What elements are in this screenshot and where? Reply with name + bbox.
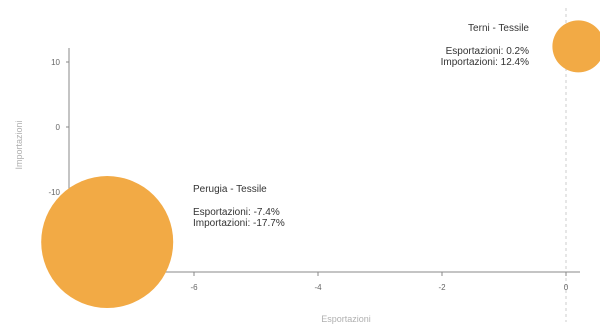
bubble-terni-tessile[interactable] [552, 20, 600, 73]
x-tick-label: -2 [438, 283, 446, 292]
y-axis-ticks: 10 0 -10 [48, 58, 69, 197]
x-axis-title: Esportazioni [321, 314, 371, 324]
y-tick-label: -10 [48, 188, 60, 197]
annotation-line: Importazioni: -17.7% [193, 218, 285, 229]
annotation-line: Importazioni: 12.4% [441, 57, 529, 68]
x-tick-label: -6 [190, 283, 198, 292]
annotation-title: Terni - Tessile [468, 23, 529, 34]
bubble-annotation: Terni - Tessile Esportazioni: 0.2%Importa… [441, 23, 530, 68]
y-axis-title: Importazioni [14, 120, 24, 169]
bubble-perugia-tessile[interactable] [41, 176, 174, 309]
annotation-line: Esportazioni: 0.2% [446, 46, 529, 57]
x-axis-ticks: -6 -4 -2 0 [190, 272, 569, 292]
annotation-line: Esportazioni: -7.4% [193, 207, 280, 218]
bubbles [41, 20, 600, 309]
y-tick-label: 10 [51, 58, 60, 67]
y-tick-label: 0 [56, 123, 61, 132]
annotation-title: Perugia - Tessile [193, 184, 267, 195]
bubble-annotation: Perugia - Tessile Esportazioni: -7.4%Impo… [193, 184, 285, 229]
x-tick-label: -4 [314, 283, 322, 292]
x-tick-label: 0 [564, 283, 569, 292]
